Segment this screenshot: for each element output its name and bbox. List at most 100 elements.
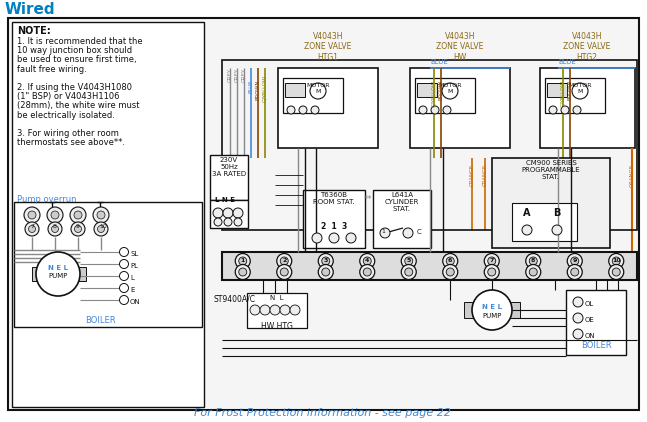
Circle shape xyxy=(98,225,105,233)
Text: A: A xyxy=(523,208,531,218)
Circle shape xyxy=(363,268,371,276)
Bar xyxy=(410,68,510,148)
Text: For Frost Protection information - see page 22: For Frost Protection information - see p… xyxy=(195,408,452,418)
Circle shape xyxy=(488,257,496,265)
Text: (28mm), the white wire must: (28mm), the white wire must xyxy=(17,101,140,111)
Text: 1. It is recommended that the: 1. It is recommended that the xyxy=(17,37,142,46)
Text: BLUE: BLUE xyxy=(558,59,576,65)
Circle shape xyxy=(94,222,108,236)
Circle shape xyxy=(346,233,356,243)
Circle shape xyxy=(70,207,86,223)
Circle shape xyxy=(488,268,496,276)
Text: 7: 7 xyxy=(30,224,34,229)
Bar xyxy=(14,202,202,327)
Text: OL: OL xyxy=(585,300,594,306)
Circle shape xyxy=(224,218,232,226)
Circle shape xyxy=(120,295,129,305)
Circle shape xyxy=(360,254,375,268)
Bar xyxy=(303,190,365,248)
Circle shape xyxy=(571,257,579,265)
Circle shape xyxy=(572,83,588,99)
Text: BROWN: BROWN xyxy=(439,80,443,100)
Text: GREY: GREY xyxy=(234,68,239,82)
Bar xyxy=(278,68,378,148)
Bar xyxy=(32,267,40,281)
Text: L641A
CYLINDER
STAT.: L641A CYLINDER STAT. xyxy=(385,192,419,212)
Text: 10: 10 xyxy=(99,224,107,229)
Text: E: E xyxy=(130,287,135,292)
Text: PL: PL xyxy=(130,262,138,268)
Text: **: ** xyxy=(364,195,372,204)
Circle shape xyxy=(529,257,537,265)
Circle shape xyxy=(318,265,333,279)
Text: 9: 9 xyxy=(76,224,80,229)
Text: 10: 10 xyxy=(612,259,620,263)
Text: V4043H
ZONE VALVE
HW: V4043H ZONE VALVE HW xyxy=(436,32,484,62)
Text: G/YELLOW: G/YELLOW xyxy=(432,80,437,107)
Bar xyxy=(78,267,86,281)
Bar xyxy=(285,83,305,97)
Text: be used to ensure first time,: be used to ensure first time, xyxy=(17,55,137,65)
Circle shape xyxy=(573,297,583,307)
Text: MOTOR: MOTOR xyxy=(568,83,592,88)
Circle shape xyxy=(74,225,82,233)
Circle shape xyxy=(363,257,371,265)
Text: 3: 3 xyxy=(324,259,328,263)
Circle shape xyxy=(522,225,532,235)
Circle shape xyxy=(322,268,330,276)
Text: Wired: Wired xyxy=(5,2,56,17)
Circle shape xyxy=(74,211,82,219)
Text: GREY: GREY xyxy=(228,68,232,82)
Text: N  L: N L xyxy=(270,295,284,301)
Bar xyxy=(566,290,626,355)
Circle shape xyxy=(380,228,390,238)
Circle shape xyxy=(280,268,289,276)
Circle shape xyxy=(239,268,247,276)
Text: N E L: N E L xyxy=(482,304,502,310)
Text: C: C xyxy=(417,229,421,235)
Text: 8: 8 xyxy=(53,224,57,229)
Text: 4: 4 xyxy=(365,259,369,263)
Text: 9: 9 xyxy=(573,259,577,263)
Bar xyxy=(12,22,204,407)
Circle shape xyxy=(71,222,85,236)
Circle shape xyxy=(236,254,250,268)
Circle shape xyxy=(312,233,322,243)
Circle shape xyxy=(405,268,413,276)
Bar xyxy=(373,190,431,248)
Circle shape xyxy=(36,252,80,296)
Circle shape xyxy=(97,211,105,219)
Text: MOTOR: MOTOR xyxy=(438,83,462,88)
Text: BOILER: BOILER xyxy=(581,341,611,350)
Circle shape xyxy=(446,257,454,265)
Bar xyxy=(464,302,474,318)
Text: M: M xyxy=(447,89,453,94)
Circle shape xyxy=(431,106,439,114)
Bar xyxy=(510,302,520,318)
Circle shape xyxy=(612,257,620,265)
Text: MOTOR: MOTOR xyxy=(306,83,330,88)
Circle shape xyxy=(561,106,569,114)
Circle shape xyxy=(24,207,40,223)
Text: Pump overrun: Pump overrun xyxy=(17,195,76,204)
Text: 230V
50Hz
3A RATED: 230V 50Hz 3A RATED xyxy=(212,157,246,177)
Circle shape xyxy=(120,247,129,257)
Text: be electrically isolated.: be electrically isolated. xyxy=(17,111,115,119)
Circle shape xyxy=(213,208,223,218)
Circle shape xyxy=(405,257,413,265)
Circle shape xyxy=(401,265,416,279)
Text: L: L xyxy=(130,274,134,281)
Text: BROWN: BROWN xyxy=(256,80,261,100)
Text: ST9400A/C: ST9400A/C xyxy=(213,294,255,303)
Text: ON: ON xyxy=(130,298,140,305)
Circle shape xyxy=(526,254,541,268)
Bar xyxy=(512,203,577,241)
Circle shape xyxy=(239,257,247,265)
Bar xyxy=(210,200,248,228)
Text: 7: 7 xyxy=(490,259,494,263)
Circle shape xyxy=(484,254,499,268)
Text: PUMP: PUMP xyxy=(49,273,68,279)
Text: HW HTG: HW HTG xyxy=(261,322,293,331)
Text: ON: ON xyxy=(585,333,596,338)
Circle shape xyxy=(277,254,292,268)
